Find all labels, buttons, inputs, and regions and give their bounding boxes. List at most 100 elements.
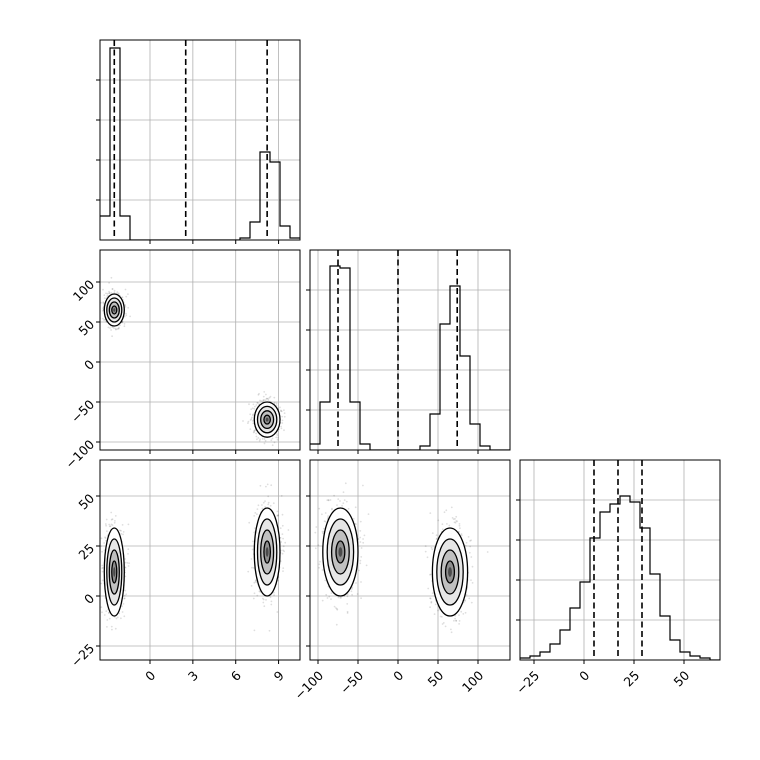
sample-point — [273, 591, 275, 594]
sample-point — [258, 392, 260, 395]
sample-point — [453, 619, 455, 622]
sample-point — [249, 428, 252, 430]
sample-point — [270, 484, 273, 487]
sample-point — [323, 520, 326, 522]
sample-point — [250, 585, 253, 587]
sample-point — [258, 439, 261, 442]
sample-point — [124, 561, 127, 564]
sample-point — [283, 409, 285, 412]
sample-point — [275, 402, 278, 405]
sample-point — [247, 570, 250, 573]
sample-point — [280, 427, 283, 430]
sample-point — [470, 556, 473, 558]
sample-point — [464, 600, 466, 602]
sample-point — [114, 627, 117, 630]
sample-point — [280, 410, 283, 413]
sample-point — [337, 596, 340, 599]
contour-0-1 — [108, 301, 120, 319]
sample-point — [265, 485, 267, 488]
sample-point — [351, 586, 354, 589]
sample-point — [276, 438, 279, 441]
sample-point — [318, 507, 321, 510]
sample-point — [253, 531, 256, 534]
sample-point — [252, 403, 255, 406]
sample-point — [341, 504, 343, 507]
sample-point — [450, 631, 453, 634]
sample-point — [109, 525, 112, 528]
sample-point — [333, 605, 336, 608]
hist-panel-p1 — [306, 249, 511, 454]
sample-point — [251, 566, 253, 569]
sample-point — [326, 597, 329, 599]
sample-point — [441, 615, 443, 618]
sample-point — [443, 511, 446, 514]
sample-point — [270, 603, 273, 606]
sample-point — [267, 503, 270, 506]
sample-point — [255, 435, 258, 438]
sample-point — [359, 559, 362, 562]
sample-point — [253, 515, 256, 517]
sample-point — [460, 534, 463, 537]
sample-point — [103, 614, 106, 616]
y-tick-label-p1-3: 50 — [75, 317, 97, 339]
sample-point — [106, 619, 109, 621]
sample-point — [267, 501, 270, 504]
sample-point — [127, 523, 130, 526]
sample-point — [124, 558, 126, 560]
sample-point — [254, 579, 257, 582]
sample-point — [97, 617, 99, 619]
sample-point — [267, 495, 270, 498]
scatter-contents-p1_vs_p0 — [100, 276, 286, 447]
sample-point — [104, 536, 106, 539]
sample-point — [101, 550, 103, 553]
sample-point — [110, 625, 113, 628]
sample-point — [252, 422, 255, 425]
sample-point — [102, 307, 104, 310]
sample-point — [121, 296, 124, 299]
hist-frame-p1 — [309, 249, 511, 451]
sample-point — [257, 393, 260, 396]
sample-point — [318, 566, 320, 569]
sample-point — [430, 601, 433, 604]
sample-point — [453, 521, 456, 524]
sample-point — [314, 547, 317, 550]
sample-point — [460, 533, 463, 535]
sample-point — [253, 430, 256, 433]
scatter-contents-p2_vs_p0 — [97, 483, 290, 632]
sample-point — [263, 391, 266, 393]
sample-point — [254, 429, 256, 432]
sample-point — [486, 551, 489, 553]
sample-point — [103, 319, 105, 321]
sample-point — [120, 532, 123, 535]
sample-point — [101, 567, 104, 570]
sample-point — [105, 524, 107, 527]
sample-point — [335, 607, 337, 609]
sample-point — [352, 518, 355, 520]
sample-point — [277, 436, 279, 439]
sample-point — [121, 321, 124, 324]
sample-point — [471, 582, 474, 584]
sample-point — [268, 396, 271, 399]
sample-point — [336, 608, 339, 611]
sample-point — [362, 541, 365, 544]
sample-point — [102, 288, 104, 291]
sample-point — [110, 292, 113, 294]
sample-point — [321, 569, 324, 571]
sample-point — [126, 562, 129, 564]
sample-point — [255, 581, 257, 584]
sample-point — [108, 617, 111, 620]
contour-0-2 — [326, 518, 355, 586]
sample-point — [123, 615, 126, 618]
sample-point — [282, 537, 284, 540]
sample-point — [124, 306, 127, 308]
sample-point — [108, 292, 111, 294]
sample-point — [429, 606, 431, 609]
sample-point — [269, 395, 272, 398]
sample-point — [273, 401, 276, 404]
sample-point — [281, 524, 284, 527]
sample-point — [129, 315, 132, 318]
sample-point — [429, 573, 431, 576]
sample-point — [105, 518, 108, 521]
sample-point — [103, 294, 106, 297]
sample-point — [458, 614, 460, 616]
